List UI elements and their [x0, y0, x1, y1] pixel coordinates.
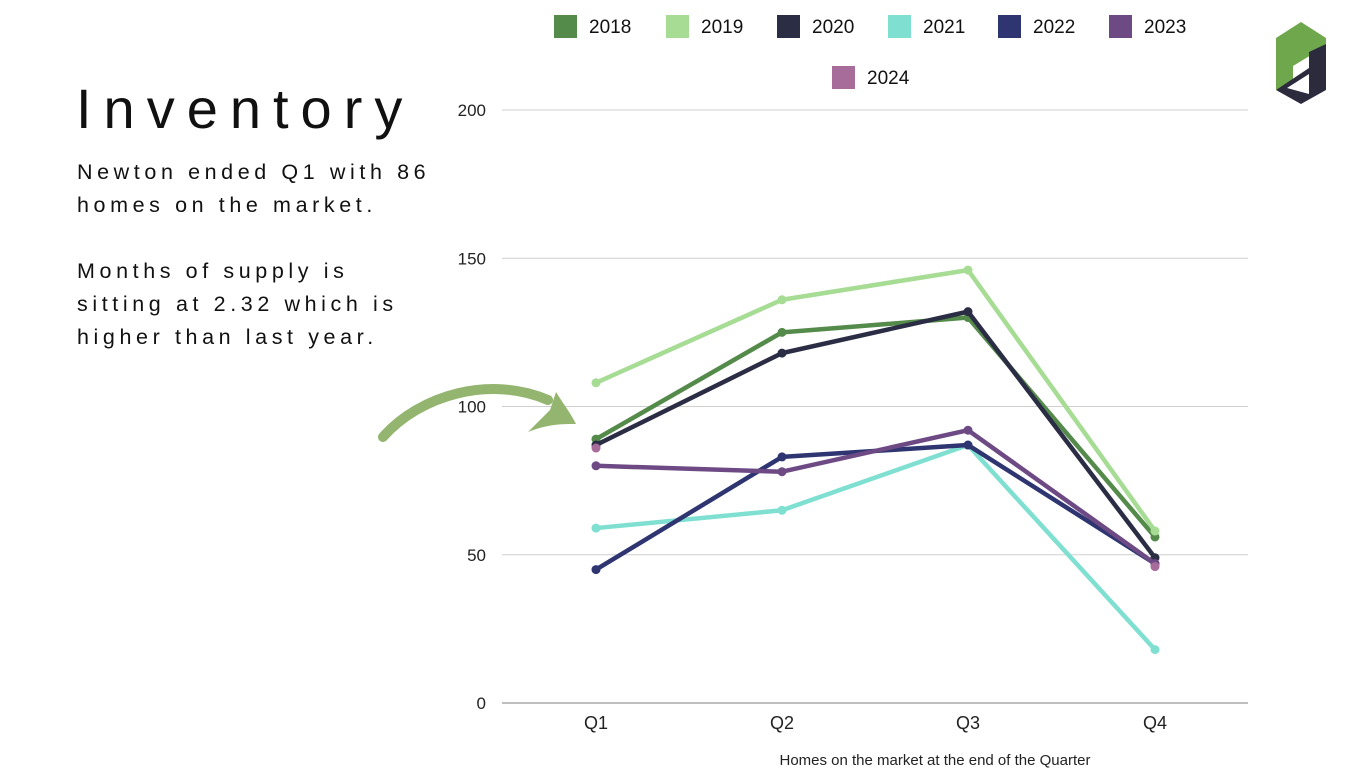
legend-label: 2019 — [701, 17, 743, 38]
legend-label: 2023 — [1144, 17, 1186, 38]
data-point-2019-Q1[interactable] — [591, 378, 601, 388]
chart-series-group — [591, 265, 1160, 655]
legend-item-2023[interactable]: 2023 — [1109, 15, 1186, 38]
data-point-2021-Q2[interactable] — [777, 505, 787, 515]
chart-x-ticks: Q1 Q2 Q3 Q4 — [584, 713, 1167, 733]
series-2019 — [591, 265, 1160, 536]
y-tick-label: 150 — [458, 249, 486, 268]
series-line-2022 — [593, 442, 1158, 572]
data-point-2023-Q2[interactable] — [777, 467, 787, 477]
legend-label: 2021 — [923, 17, 965, 38]
data-point-2024-Q1[interactable] — [591, 443, 601, 453]
body-paragraph-2: Months of supply is sitting at 2.32 whic… — [77, 259, 398, 349]
legend-item-2022[interactable]: 2022 — [998, 15, 1075, 38]
chart-y-ticks: 0 50 100 150 200 — [458, 101, 486, 713]
data-point-2024-Q4[interactable] — [1150, 562, 1160, 572]
series-2024 — [591, 443, 1160, 572]
x-tick-label: Q3 — [956, 713, 980, 733]
x-tick-label: Q4 — [1143, 713, 1167, 733]
data-point-2023-Q3[interactable] — [963, 425, 973, 435]
data-point-2023-Q1[interactable] — [591, 461, 601, 471]
slide-title: Inventory — [76, 77, 415, 140]
y-tick-label: 0 — [477, 694, 486, 713]
legend-label: 2022 — [1033, 17, 1075, 38]
y-tick-label: 200 — [458, 101, 486, 120]
legend-swatch — [554, 15, 577, 38]
legend-label: 2020 — [812, 17, 854, 38]
data-point-2020-Q3[interactable] — [963, 307, 973, 317]
series-line-2020 — [593, 309, 1158, 560]
x-tick-label: Q1 — [584, 713, 608, 733]
slide-body: Newton ended Q1 with 86 homes on the mar… — [77, 156, 437, 354]
series-2023 — [591, 425, 1160, 569]
y-tick-label: 50 — [467, 546, 486, 565]
legend-swatch — [832, 66, 855, 89]
legend-item-2018[interactable]: 2018 — [554, 15, 631, 38]
chart-gridlines — [502, 109, 1248, 704]
series-2021 — [591, 440, 1160, 655]
data-point-2019-Q2[interactable] — [777, 295, 787, 305]
body-paragraph-1: Newton ended Q1 with 86 homes on the mar… — [77, 160, 431, 217]
legend-label: 2018 — [589, 17, 631, 38]
data-point-2022-Q1[interactable] — [591, 565, 601, 575]
legend-item-2020[interactable]: 2020 — [777, 15, 854, 38]
data-point-2020-Q2[interactable] — [777, 348, 787, 358]
series-line-2023 — [593, 427, 1158, 566]
legend-swatch — [666, 15, 689, 38]
legend-label: 2024 — [867, 68, 910, 89]
brand-logo — [1276, 22, 1326, 104]
data-point-2021-Q1[interactable] — [591, 523, 601, 533]
series-line-2021 — [593, 442, 1158, 652]
legend-item-2019[interactable]: 2019 — [666, 15, 743, 38]
data-point-2022-Q2[interactable] — [777, 452, 787, 462]
legend-swatch — [998, 15, 1021, 38]
legend-swatch — [888, 15, 911, 38]
data-point-2018-Q2[interactable] — [777, 327, 787, 337]
legend-item-2021[interactable]: 2021 — [888, 15, 965, 38]
arrow-icon — [378, 384, 576, 442]
data-point-2019-Q4[interactable] — [1150, 526, 1160, 536]
data-point-2019-Q3[interactable] — [963, 265, 973, 275]
series-line-2019 — [593, 267, 1158, 534]
chart-x-axis-label: Homes on the market at the end of the Qu… — [779, 752, 1090, 768]
series-line-2018 — [593, 315, 1158, 540]
legend-item-2024[interactable]: 2024 — [832, 66, 910, 89]
legend-swatch — [777, 15, 800, 38]
y-tick-label: 100 — [458, 398, 486, 417]
legend-swatch — [1109, 15, 1132, 38]
x-tick-label: Q2 — [770, 713, 794, 733]
chart-legend: 2018 2019 2020 2021 2022 2023 2024 — [554, 15, 1186, 89]
data-point-2022-Q3[interactable] — [963, 440, 973, 450]
data-point-2021-Q4[interactable] — [1150, 645, 1160, 655]
